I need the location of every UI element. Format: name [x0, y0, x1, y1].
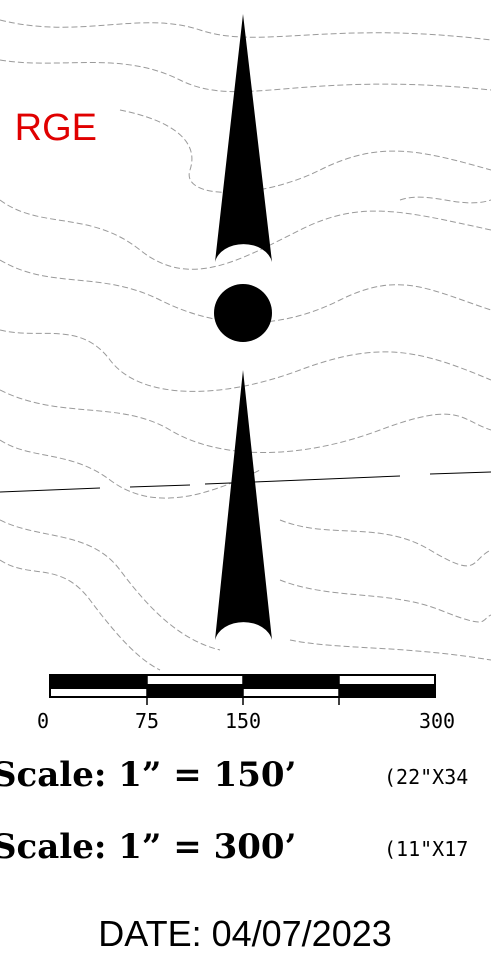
- scale-bar: 0 75 150 300: [37, 674, 455, 733]
- scale-label: 75: [135, 709, 159, 733]
- map-label: RGE: [15, 107, 97, 149]
- scale-label: 150: [225, 709, 261, 733]
- label-box: [0, 90, 117, 162]
- scale-label: 0: [37, 709, 49, 733]
- date: DATE: 04/07/2023: [98, 913, 392, 954]
- sheet-size: (11"X17: [384, 837, 468, 861]
- scale-text: Scale: 1” = 300’: [0, 827, 296, 867]
- sheet-size: (22"X34: [384, 765, 468, 789]
- scale-text: Scale: 1” = 150’: [0, 755, 296, 795]
- scale-label: 300: [419, 709, 455, 733]
- north-arrow: [214, 14, 272, 640]
